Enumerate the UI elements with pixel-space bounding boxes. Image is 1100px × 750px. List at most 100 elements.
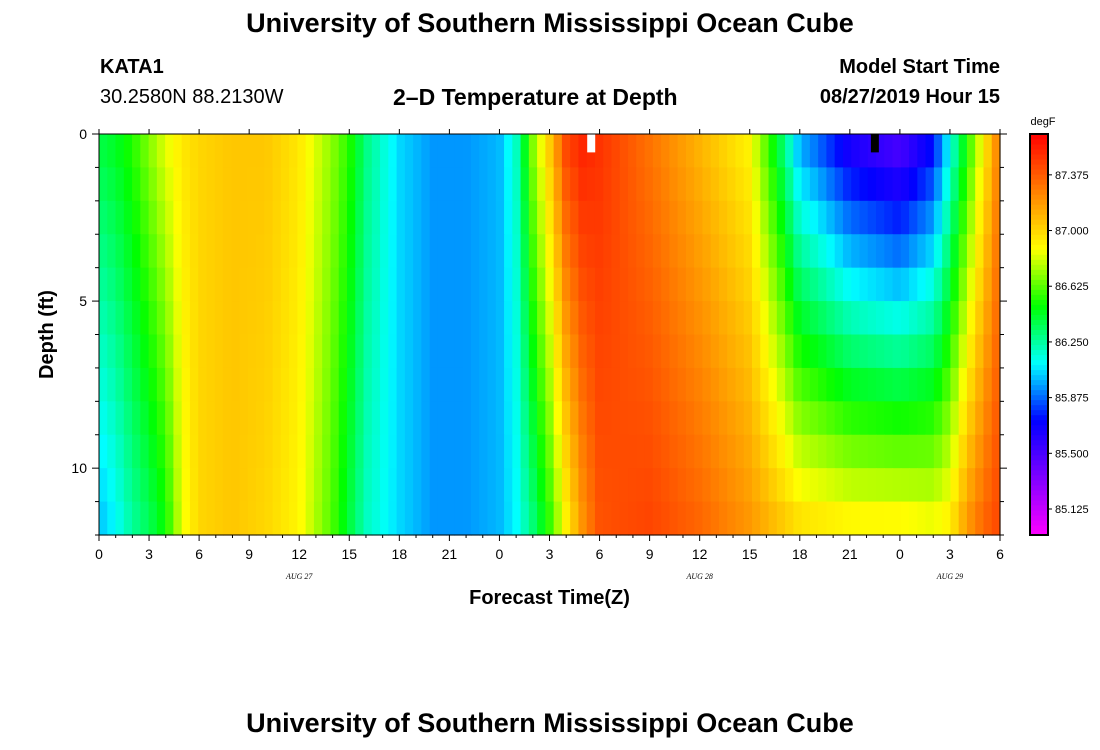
heatmap-cell (256, 301, 265, 336)
heatmap-cell (702, 200, 712, 235)
heatmap-cell (743, 167, 753, 202)
heatmap-cell (603, 134, 613, 169)
x-axis-title: Forecast Time(Z) (469, 587, 630, 609)
heatmap-cell (933, 434, 943, 469)
heatmap-cell (801, 267, 811, 302)
heatmap-cell (214, 468, 224, 503)
heatmap-cell (272, 468, 282, 503)
heatmap-cell (305, 234, 315, 269)
heatmap-cell (404, 200, 414, 235)
heatmap-cell (189, 200, 199, 235)
heatmap-cell (115, 367, 125, 402)
heatmap-cell (148, 200, 158, 235)
heatmap-cell (776, 367, 786, 402)
heatmap-cell (222, 501, 232, 536)
heatmap-cell (594, 501, 604, 536)
heatmap-cell (487, 334, 497, 369)
heatmap-cell (669, 167, 679, 202)
heatmap-cell (107, 301, 117, 336)
heatmap-cell (173, 200, 183, 235)
heatmap-cell (380, 401, 389, 436)
colorbar-segment (1030, 464, 1048, 471)
heatmap-cell (636, 367, 646, 402)
heatmap-cell (983, 200, 993, 235)
heatmap-cell (594, 401, 604, 436)
heatmap-cell (950, 468, 960, 503)
heatmap-cell (752, 267, 761, 302)
colorbar-segment (1030, 389, 1048, 396)
heatmap-cell (454, 501, 464, 536)
heatmap-cell (776, 401, 786, 436)
heatmap-cell (396, 200, 406, 235)
heatmap-cell (991, 401, 1001, 436)
heatmap-cell (173, 334, 183, 369)
heatmap-cell (247, 501, 257, 536)
colorbar-segment (1030, 489, 1048, 496)
heatmap-cell (404, 134, 414, 169)
heatmap-cell (983, 301, 993, 336)
colorbar-segment (1030, 404, 1048, 411)
colorbar-segment (1030, 294, 1048, 300)
heatmap-cell (165, 501, 174, 536)
heatmap-cell (892, 367, 902, 402)
heatmap-cell (404, 301, 414, 336)
heatmap-cell (710, 468, 720, 503)
heatmap-cell (834, 134, 844, 169)
heatmap-cell (859, 367, 869, 402)
heatmap-cell (396, 301, 406, 336)
model-start-label: Model Start Time (839, 56, 1000, 78)
colorbar-segment (1030, 299, 1048, 305)
heatmap-cell (413, 501, 422, 536)
heatmap-cell (231, 367, 241, 402)
heatmap-cell (132, 334, 141, 369)
heatmap-cell (925, 434, 935, 469)
heatmap-cell (603, 167, 613, 202)
heatmap-cell (776, 301, 786, 336)
heatmap-cell (652, 501, 662, 536)
heatmap-cell (479, 434, 489, 469)
heatmap-cell (206, 468, 216, 503)
missing-data-marker (587, 134, 596, 153)
heatmap-cell (165, 468, 174, 503)
heatmap-cell (669, 501, 679, 536)
heatmap-cell (189, 134, 199, 169)
heatmap-cell (611, 200, 621, 235)
heatmap-cell (975, 200, 985, 235)
heatmap-cell (702, 167, 712, 202)
heatmap-cell (570, 234, 580, 269)
heatmap-cell (876, 234, 885, 269)
heatmap-cell (966, 200, 976, 235)
x-tick-label: 21 (842, 546, 858, 562)
heatmap-cell (313, 401, 323, 436)
heatmap-cell (512, 401, 522, 436)
heatmap-cell (371, 267, 381, 302)
heatmap-cell (132, 167, 141, 202)
heatmap-cell (545, 367, 555, 402)
heatmap-cell (834, 367, 844, 402)
heatmap-cell (842, 301, 852, 336)
heatmap-cell (892, 468, 902, 503)
heatmap-cell (504, 468, 513, 503)
heatmap-cell (652, 267, 662, 302)
heatmap-cell (685, 367, 695, 402)
heatmap-cell (429, 167, 439, 202)
heatmap-cell (437, 200, 447, 235)
heatmap-cell (380, 200, 389, 235)
heatmap-cell (355, 434, 365, 469)
heatmap-cell (305, 167, 315, 202)
heatmap-cell (619, 367, 629, 402)
heatmap-cell (818, 468, 828, 503)
heatmap-cell (239, 468, 249, 503)
heatmap-cell (446, 134, 456, 169)
heatmap-cell (446, 200, 456, 235)
heatmap-cell (619, 167, 629, 202)
heatmap-cell (214, 501, 224, 536)
heatmap-cell (925, 167, 935, 202)
heatmap-cell (297, 468, 307, 503)
heatmap-cell (206, 367, 216, 402)
heatmap-cell (173, 267, 183, 302)
heatmap-cell (313, 301, 323, 336)
heatmap-cell (198, 167, 208, 202)
colorbar-frame (1029, 133, 1049, 536)
heatmap-cell (710, 367, 720, 402)
